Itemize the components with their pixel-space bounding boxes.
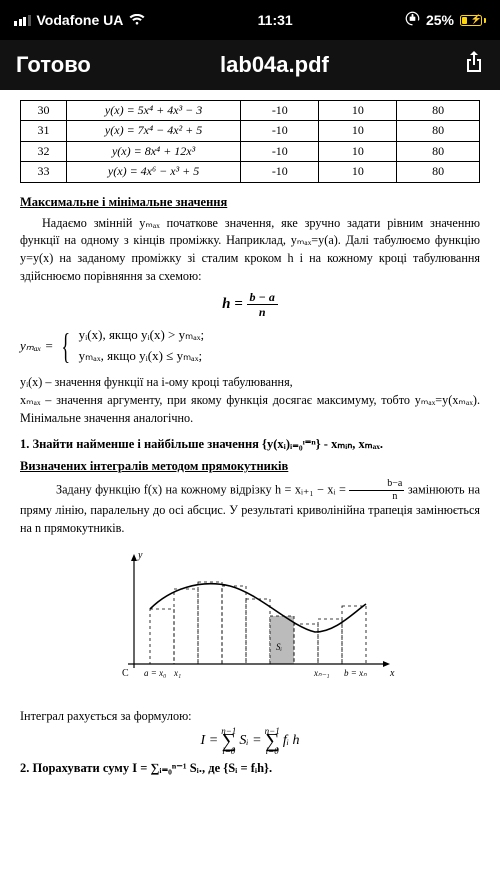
table-cell: 10 [319,162,397,182]
back-button[interactable]: Готово [16,52,91,78]
clock: 11:31 [258,12,293,28]
table-cell: y(x) = 4x⁶ − x³ + 5 [66,162,240,182]
task-1: 1. Знайти найменше і найбільше значення … [20,435,480,453]
paragraph-intro: Надаємо змінній yₘₐₓ початкове значення,… [20,215,480,286]
table-cell: y(x) = 7x⁴ − 4x² + 5 [66,121,240,141]
ymax-lhs: yₘₐₓ = [20,337,53,356]
table-cell: 10 [319,141,397,161]
table-row: 31y(x) = 7x⁴ − 4x² + 5-101080 [21,121,480,141]
section-heading-maxmin: Максимальне і мінімальне значення [20,193,480,211]
table-cell: 80 [397,162,480,182]
formula-h: h = b − an [20,291,480,318]
case-1: yᵢ(x), якщо yᵢ(x) > yₘₐₓ; [79,326,205,345]
table-cell: 30 [21,101,67,121]
status-left: Vodafone UA [14,12,145,28]
paragraph-yi: yᵢ(x) – значення функції на i-ому кроці … [20,374,480,392]
formula-ymax-cases: yₘₐₓ = { yᵢ(x), якщо yᵢ(x) > yₘₐₓ; yₘₐₓ,… [20,326,480,366]
nav-bar: Готово lab04a.pdf [0,40,500,90]
table-cell: 10 [319,101,397,121]
svg-text:b = xₙ: b = xₙ [344,668,367,678]
svg-text:x: x [389,668,395,679]
table-cell: 31 [21,121,67,141]
carrier-label: Vodafone UA [37,12,124,28]
svg-text:x₁: x₁ [173,668,181,678]
integral-label: Інтеграл рахується за формулою: [20,708,480,726]
table-cell: -10 [241,141,319,161]
home-indicator[interactable] [180,878,320,883]
svg-text:a = x₀: a = x₀ [144,668,166,678]
wifi-icon [129,14,145,26]
table-cell: 80 [397,141,480,161]
case-2: yₘₐₓ, якщо yᵢ(x) ≤ yₘₐₓ; [79,347,205,366]
paragraph-rect: Задану функцію f(x) на кожному відрізку … [20,479,480,537]
table-cell: 33 [21,162,67,182]
table-cell: -10 [241,101,319,121]
table-cell: y(x) = 8x⁴ + 12x³ [66,141,240,161]
table-cell: 10 [319,121,397,141]
formula-integral-sum: I = ∑n−1i=0 Sᵢ = ∑n−1i=0 fᵢ h [20,731,480,751]
svg-text:C: C [122,668,129,679]
status-right: 25% ⚡ [405,11,486,29]
section-heading-rectangles: Визначених інтегралів методом прямокутни… [20,457,480,475]
table-cell: 80 [397,101,480,121]
table-row: 33y(x) = 4x⁶ − x³ + 5-101080 [21,162,480,182]
table-cell: -10 [241,121,319,141]
table-cell: 32 [21,141,67,161]
brace-icon: { [62,330,71,362]
battery-icon: ⚡ [460,15,486,26]
status-bar: Vodafone UA 11:31 25% ⚡ [0,0,500,40]
svg-text:y: y [137,550,143,561]
table-row: 32y(x) = 8x⁴ + 12x³-101080 [21,141,480,161]
signal-icon [14,15,31,26]
task-2: 2. Порахувати суму I = ∑ᵢ₌₀ⁿ⁻¹ Sᵢ., де {… [20,759,480,777]
document-page[interactable]: 30y(x) = 5x⁴ + 4x³ − 3-10108031y(x) = 7x… [0,90,500,889]
table-row: 30y(x) = 5x⁴ + 4x³ − 3-101080 [21,101,480,121]
rectangles-diagram: y x Ca = x₀ x₁ xₙ₋₁ b = xₙ Sᵢ [20,544,480,700]
table-cell: y(x) = 5x⁴ + 4x³ − 3 [66,101,240,121]
variants-table: 30y(x) = 5x⁴ + 4x³ − 3-10108031y(x) = 7x… [20,100,480,183]
document-title: lab04a.pdf [91,52,458,78]
table-cell: 80 [397,121,480,141]
battery-percent: 25% [426,12,454,28]
share-button[interactable] [458,50,484,80]
svg-text:xₙ₋₁: xₙ₋₁ [313,668,329,678]
orientation-lock-icon [405,11,420,29]
paragraph-xmax: xₘₐₓ – значення аргументу, при якому фун… [20,392,480,427]
table-cell: -10 [241,162,319,182]
svg-text:Sᵢ: Sᵢ [276,642,283,652]
